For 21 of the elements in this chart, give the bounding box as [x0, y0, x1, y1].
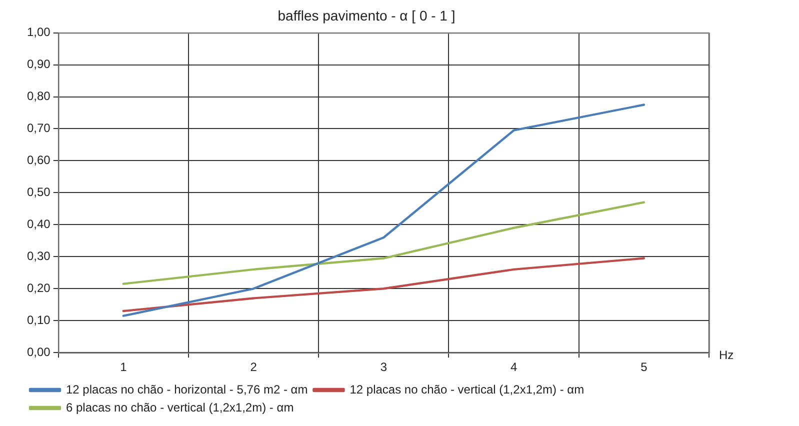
- x-tick-label: 5: [640, 360, 648, 374]
- legend-label: 12 placas no chão - vertical (1,2x1,2m) - αm: [350, 382, 584, 396]
- y-tick-label: 0,70: [26, 121, 51, 136]
- x-tick-label: 3: [380, 360, 388, 374]
- y-tick-label: 0,20: [26, 280, 51, 295]
- y-tick-label: 0,50: [26, 185, 51, 200]
- y-tick-label: 0,30: [26, 248, 51, 263]
- legend-label: 12 placas no chão - horizontal - 5,76 m2 - αm: [66, 382, 308, 396]
- chart-title: baffles pavimento - α [ 0 - 1 ]: [278, 7, 456, 24]
- x-tick-label: 2: [250, 360, 258, 374]
- x-tick-label: 1: [120, 360, 128, 374]
- y-tick-label: 1,00: [26, 25, 51, 40]
- y-tick-label: 0,00: [26, 344, 51, 359]
- y-tick-label: 0,40: [26, 216, 51, 231]
- legend-label: 6 placas no chão - vertical (1,2x1,2m) - αm: [66, 400, 294, 414]
- x-axis-title: Hz: [719, 348, 734, 362]
- x-tick-label: 4: [510, 360, 518, 374]
- y-tick-label: 0,90: [26, 57, 51, 72]
- y-tick-label: 0,80: [26, 89, 51, 104]
- y-tick-label: 0,10: [26, 312, 51, 327]
- y-tick-label: 0,60: [26, 153, 51, 168]
